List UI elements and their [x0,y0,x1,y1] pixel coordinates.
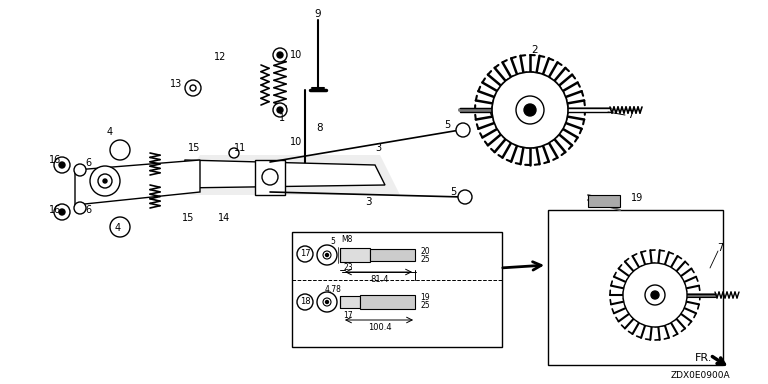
Circle shape [323,298,331,306]
Text: 100.4: 100.4 [368,323,392,333]
Text: 7: 7 [717,243,723,253]
Circle shape [90,166,120,196]
Text: 5: 5 [444,120,450,130]
Text: 11: 11 [234,143,246,153]
Text: 6: 6 [85,158,91,168]
Circle shape [98,174,112,188]
Text: 9: 9 [315,9,321,19]
Polygon shape [180,160,385,188]
Circle shape [74,202,86,214]
Circle shape [326,301,329,303]
Circle shape [277,52,283,58]
Text: 14: 14 [218,213,230,223]
Circle shape [59,209,65,215]
Circle shape [110,140,130,160]
Text: 10: 10 [290,137,302,147]
Bar [360,295,415,309]
Circle shape [74,164,86,176]
Text: M8: M8 [341,235,353,245]
Ellipse shape [491,105,519,125]
Circle shape [623,263,687,327]
Circle shape [317,292,337,312]
Text: 13: 13 [170,79,182,89]
Text: 17: 17 [343,311,353,319]
Text: 8: 8 [316,123,323,133]
Circle shape [185,80,201,96]
Text: 12: 12 [214,52,227,62]
Text: 6: 6 [85,205,91,215]
Text: 3: 3 [375,143,381,153]
Polygon shape [75,160,200,205]
Text: 1: 1 [279,113,285,123]
Text: 3: 3 [365,197,371,207]
Text: 4.78: 4.78 [325,285,342,295]
Text: FR.: FR. [694,353,712,363]
Circle shape [110,217,130,237]
Bar [340,248,370,262]
Circle shape [273,48,287,62]
Circle shape [524,104,536,116]
Circle shape [273,103,287,117]
Circle shape [229,148,239,158]
Text: 16: 16 [49,155,61,165]
Circle shape [326,253,329,257]
Text: 19: 19 [631,193,643,203]
Bar [340,296,360,308]
Circle shape [54,204,70,220]
Text: 2: 2 [531,45,538,55]
Text: 7: 7 [627,110,634,120]
Circle shape [458,190,472,204]
Bar [255,160,285,195]
Ellipse shape [623,292,647,308]
Circle shape [297,246,313,262]
Text: 19: 19 [420,293,430,303]
Bar [588,195,620,207]
Text: 15: 15 [188,143,200,153]
Text: 81.4: 81.4 [371,275,389,285]
Text: 15: 15 [182,213,194,223]
Circle shape [262,169,278,185]
Circle shape [645,285,665,305]
Circle shape [190,85,196,91]
Text: 10: 10 [290,50,302,60]
Circle shape [492,72,568,148]
Text: 5: 5 [330,237,336,245]
Text: 4: 4 [107,127,113,137]
Text: 4: 4 [115,223,121,233]
Bar [370,249,415,261]
Circle shape [456,123,470,137]
Text: 17: 17 [300,250,310,258]
Text: 20: 20 [420,247,430,255]
Circle shape [651,291,659,299]
Circle shape [277,107,283,113]
Circle shape [323,251,331,259]
Polygon shape [175,155,400,195]
Text: 5: 5 [450,187,456,197]
Bar [292,232,502,347]
Text: 25: 25 [420,255,430,263]
Bar [548,210,723,365]
Circle shape [516,96,544,124]
Circle shape [54,157,70,173]
Text: 16: 16 [49,205,61,215]
Circle shape [297,294,313,310]
Text: 18: 18 [300,298,310,306]
Circle shape [103,179,107,183]
Circle shape [317,245,337,265]
Text: ZDX0E0900A: ZDX0E0900A [670,371,730,381]
Text: 25: 25 [420,301,430,311]
Text: 23: 23 [343,263,353,273]
Circle shape [59,162,65,168]
